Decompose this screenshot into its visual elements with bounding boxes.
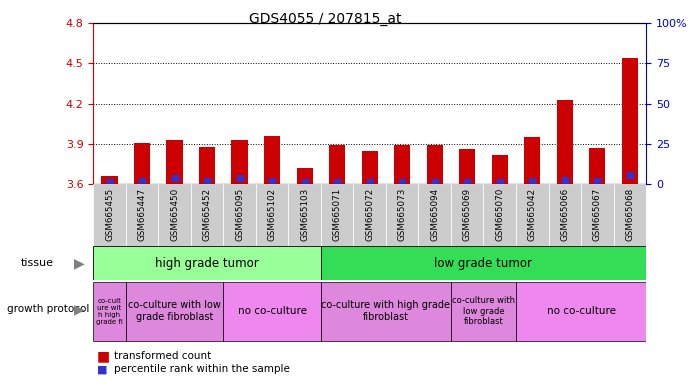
FancyBboxPatch shape bbox=[516, 184, 549, 246]
FancyBboxPatch shape bbox=[451, 281, 516, 341]
Text: GSM665071: GSM665071 bbox=[332, 187, 341, 241]
FancyBboxPatch shape bbox=[321, 247, 646, 280]
FancyBboxPatch shape bbox=[223, 281, 321, 341]
Bar bbox=[589, 148, 605, 184]
Bar bbox=[264, 136, 281, 184]
Text: percentile rank within the sample: percentile rank within the sample bbox=[114, 364, 290, 374]
FancyBboxPatch shape bbox=[93, 184, 126, 246]
Bar bbox=[199, 147, 215, 184]
Text: GSM665455: GSM665455 bbox=[105, 187, 114, 241]
FancyBboxPatch shape bbox=[93, 281, 126, 341]
Text: tissue: tissue bbox=[21, 258, 54, 268]
Bar bbox=[557, 99, 573, 184]
Text: GSM665447: GSM665447 bbox=[138, 187, 146, 240]
Text: GSM665103: GSM665103 bbox=[300, 187, 309, 241]
Bar bbox=[394, 145, 410, 184]
Bar bbox=[102, 176, 117, 184]
Text: co-cult
ure wit
h high
grade fi: co-cult ure wit h high grade fi bbox=[96, 298, 123, 324]
FancyBboxPatch shape bbox=[288, 184, 321, 246]
Bar bbox=[524, 137, 540, 184]
FancyBboxPatch shape bbox=[516, 281, 646, 341]
FancyBboxPatch shape bbox=[158, 184, 191, 246]
Text: growth protocol: growth protocol bbox=[7, 304, 89, 314]
FancyBboxPatch shape bbox=[484, 184, 516, 246]
Text: GSM665067: GSM665067 bbox=[593, 187, 602, 241]
Text: GSM665102: GSM665102 bbox=[267, 187, 276, 240]
FancyBboxPatch shape bbox=[581, 184, 614, 246]
Bar bbox=[167, 140, 182, 184]
Bar bbox=[134, 142, 150, 184]
FancyBboxPatch shape bbox=[321, 281, 451, 341]
Bar bbox=[491, 155, 508, 184]
FancyBboxPatch shape bbox=[419, 184, 451, 246]
Text: GSM665072: GSM665072 bbox=[365, 187, 375, 241]
FancyBboxPatch shape bbox=[549, 184, 581, 246]
Text: GSM665069: GSM665069 bbox=[463, 187, 472, 240]
Text: GSM665073: GSM665073 bbox=[398, 187, 407, 241]
FancyBboxPatch shape bbox=[256, 184, 288, 246]
Text: GSM665066: GSM665066 bbox=[560, 187, 569, 240]
Text: co-culture with low
grade fibroblast: co-culture with low grade fibroblast bbox=[128, 300, 221, 322]
Text: GSM665094: GSM665094 bbox=[430, 187, 439, 240]
Text: ■: ■ bbox=[97, 349, 110, 363]
Text: GSM665070: GSM665070 bbox=[495, 187, 504, 241]
FancyBboxPatch shape bbox=[451, 184, 484, 246]
Text: GSM665450: GSM665450 bbox=[170, 187, 179, 241]
Bar bbox=[296, 168, 313, 184]
Text: ▶: ▶ bbox=[74, 256, 85, 270]
Text: transformed count: transformed count bbox=[114, 351, 211, 361]
Text: low grade tumor: low grade tumor bbox=[435, 257, 533, 270]
Text: ▶: ▶ bbox=[74, 302, 85, 316]
Text: GSM665095: GSM665095 bbox=[235, 187, 244, 241]
Text: high grade tumor: high grade tumor bbox=[155, 257, 259, 270]
FancyBboxPatch shape bbox=[93, 247, 321, 280]
FancyBboxPatch shape bbox=[223, 184, 256, 246]
Bar bbox=[426, 145, 443, 184]
Text: GDS4055 / 207815_at: GDS4055 / 207815_at bbox=[249, 12, 401, 25]
Bar bbox=[231, 140, 248, 184]
Text: GSM665068: GSM665068 bbox=[625, 187, 634, 241]
FancyBboxPatch shape bbox=[353, 184, 386, 246]
Bar bbox=[622, 58, 638, 184]
Text: co-culture with high grade
fibroblast: co-culture with high grade fibroblast bbox=[321, 300, 451, 322]
FancyBboxPatch shape bbox=[321, 184, 353, 246]
Text: no co-culture: no co-culture bbox=[238, 306, 307, 316]
Text: ■: ■ bbox=[97, 364, 107, 374]
Bar bbox=[459, 149, 475, 184]
Text: GSM665042: GSM665042 bbox=[528, 187, 537, 240]
FancyBboxPatch shape bbox=[126, 184, 158, 246]
Bar bbox=[361, 151, 378, 184]
Text: co-culture with
low grade
fibroblast: co-culture with low grade fibroblast bbox=[452, 296, 515, 326]
Bar bbox=[329, 145, 346, 184]
FancyBboxPatch shape bbox=[614, 184, 646, 246]
FancyBboxPatch shape bbox=[191, 184, 223, 246]
Text: GSM665452: GSM665452 bbox=[202, 187, 211, 240]
Text: no co-culture: no co-culture bbox=[547, 306, 616, 316]
FancyBboxPatch shape bbox=[386, 184, 419, 246]
FancyBboxPatch shape bbox=[126, 281, 223, 341]
